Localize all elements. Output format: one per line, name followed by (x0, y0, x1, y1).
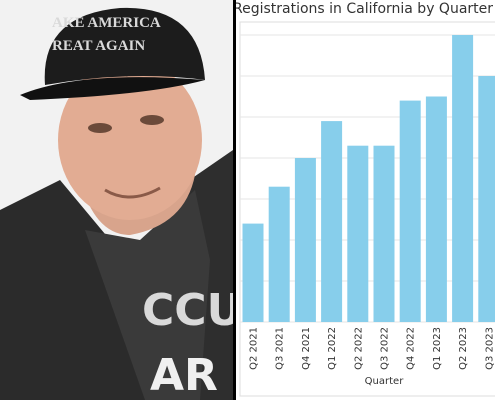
x-tick-label: Q2 2022 (353, 327, 364, 370)
chart: Registrations in California by Quarter Q… (233, 0, 495, 400)
x-tick-label: Q4 2022 (406, 327, 417, 370)
shirt-text: CCU (142, 285, 242, 336)
photo: AKE AMERICA REAT AGAIN CCU AR (0, 0, 242, 400)
bar (294, 158, 316, 322)
x-tick-label: Q2 2021 (249, 327, 260, 370)
x-tick-label: Q4 2021 (301, 327, 312, 370)
x-tick-label: Q3 2022 (380, 327, 391, 370)
bar (478, 76, 495, 322)
cap-text: AKE AMERICA (52, 15, 161, 31)
x-tick-label: Q1 2023 (432, 327, 443, 370)
x-axis-title: Quarter (365, 376, 405, 387)
cap-text: REAT AGAIN (52, 38, 145, 54)
bar (321, 121, 343, 322)
bar (425, 96, 447, 322)
x-tick-label: Q3 2023 (484, 327, 495, 370)
bar (242, 223, 264, 322)
divider (233, 0, 236, 400)
x-tick-label: Q3 2021 (275, 327, 286, 370)
x-tick-label: Q1 2022 (327, 327, 338, 370)
shirt-text: AR (150, 350, 218, 400)
x-tick-label: Q2 2023 (458, 327, 469, 370)
bar (452, 35, 474, 322)
bar (347, 145, 369, 322)
bar (399, 100, 421, 322)
bar (373, 145, 395, 322)
bar (268, 186, 290, 322)
chart-title: Registrations in California by Quarter (233, 1, 493, 17)
chart-frame (239, 21, 495, 397)
